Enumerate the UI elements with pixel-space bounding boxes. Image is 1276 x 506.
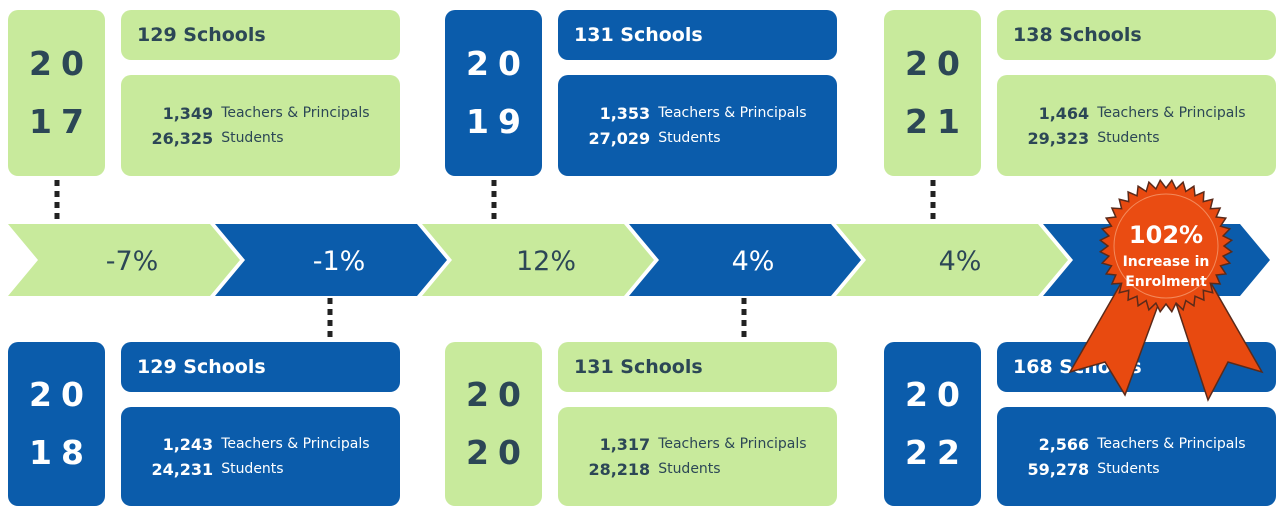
year-bottom: 22 xyxy=(905,433,969,472)
year-top: 20 xyxy=(29,44,93,83)
students-label: Students xyxy=(221,461,284,477)
year-box: 20 21 xyxy=(884,10,981,176)
year-bottom: 19 xyxy=(466,102,530,141)
teachers-label: Teachers & Principals xyxy=(658,105,807,121)
detail-box: 1,349 Teachers & Principals 26,325 Students xyxy=(121,75,400,176)
rosette-inner xyxy=(1113,193,1219,299)
teachers-count: 1,349 xyxy=(162,103,214,123)
change-label: 4% xyxy=(939,246,982,277)
teachers-count: 1,243 xyxy=(162,434,214,454)
students-count: 26,325 xyxy=(151,128,214,148)
year-bottom: 18 xyxy=(29,433,93,472)
chevron xyxy=(8,224,240,296)
teachers-count: 1,317 xyxy=(599,434,651,454)
chevron xyxy=(215,224,447,296)
students-label: Students xyxy=(1097,461,1160,477)
schools-box: 129 Schools xyxy=(121,342,400,392)
teachers-label: Teachers & Principals xyxy=(658,436,807,452)
detail-box: 1,317 Teachers & Principals 28,218 Students xyxy=(558,407,837,506)
teachers-label: Teachers & Principals xyxy=(221,105,370,121)
students-count: 24,231 xyxy=(151,459,214,479)
teachers-label: Teachers & Principals xyxy=(1097,436,1246,452)
badge: 102% Increase in Enrolment xyxy=(1068,178,1264,402)
badge-line2: Enrolment xyxy=(1125,274,1207,290)
year-box: 20 18 xyxy=(8,342,105,506)
year-top: 20 xyxy=(466,44,530,83)
badge-value: 102% xyxy=(1129,221,1203,249)
detail-box: 1,464 Teachers & Principals 29,323 Students xyxy=(997,75,1276,176)
chevron xyxy=(422,224,654,296)
detail-box: 1,353 Teachers & Principals 27,029 Students xyxy=(558,75,837,176)
schools-box: 129 Schools xyxy=(121,10,400,60)
students-count: 29,323 xyxy=(1027,128,1090,148)
teachers-label: Teachers & Principals xyxy=(221,436,370,452)
year-bottom: 21 xyxy=(905,102,969,141)
year-bottom: 17 xyxy=(29,102,93,141)
teachers-count: 1,353 xyxy=(599,103,651,123)
year-top: 20 xyxy=(466,375,530,414)
year-top: 20 xyxy=(905,375,969,414)
change-label: -7% xyxy=(106,246,159,277)
year-bottom: 20 xyxy=(466,433,530,472)
teachers-count: 1,464 xyxy=(1038,103,1090,123)
schools-box: 138 Schools xyxy=(997,10,1276,60)
detail-box: 1,243 Teachers & Principals 24,231 Students xyxy=(121,407,400,506)
schools-box: 131 Schools xyxy=(558,10,837,60)
change-label: 4% xyxy=(732,246,775,277)
students-label: Students xyxy=(658,130,721,146)
chevron xyxy=(629,224,861,296)
students-label: Students xyxy=(658,461,721,477)
year-top: 20 xyxy=(905,44,969,83)
schools-box: 131 Schools xyxy=(558,342,837,392)
teachers-label: Teachers & Principals xyxy=(1097,105,1246,121)
year-box: 20 20 xyxy=(445,342,542,506)
detail-box: 2,566 Teachers & Principals 59,278 Students xyxy=(997,407,1276,506)
year-box: 20 17 xyxy=(8,10,105,176)
students-count: 27,029 xyxy=(588,128,651,148)
students-label: Students xyxy=(221,130,284,146)
students-count: 59,278 xyxy=(1027,459,1090,479)
change-label: 12% xyxy=(516,246,576,277)
students-count: 28,218 xyxy=(588,459,651,479)
students-label: Students xyxy=(1097,130,1160,146)
year-box: 20 22 xyxy=(884,342,981,506)
year-box: 20 19 xyxy=(445,10,542,176)
year-top: 20 xyxy=(29,375,93,414)
chevron xyxy=(836,224,1068,296)
badge-line1: Increase in xyxy=(1123,254,1210,270)
teachers-count: 2,566 xyxy=(1038,434,1090,454)
change-label: -1% xyxy=(313,246,366,277)
